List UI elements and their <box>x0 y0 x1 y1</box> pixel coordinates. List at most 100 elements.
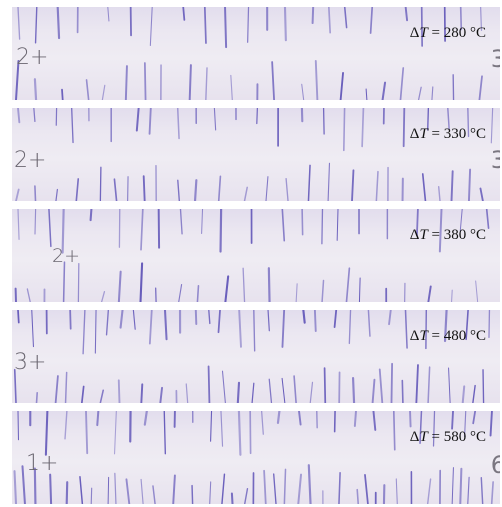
crack-line <box>220 411 224 447</box>
crack-line <box>459 209 463 232</box>
crack-line <box>71 108 74 144</box>
crack-line <box>101 84 106 100</box>
crack-line <box>117 270 122 302</box>
crack-line <box>85 411 89 455</box>
crack-line <box>242 267 246 302</box>
crack-line <box>247 7 250 43</box>
crack-line <box>124 65 128 100</box>
crack-line <box>219 209 223 253</box>
crack-line <box>392 411 396 451</box>
crack-line <box>490 108 494 144</box>
crack-line <box>356 488 360 504</box>
crack-line <box>417 86 422 100</box>
specimen-panel: 2+ ΔT = 380 °C <box>12 209 500 302</box>
crack-line <box>321 209 324 245</box>
crack-line <box>285 177 289 201</box>
crack-line <box>432 411 436 447</box>
temperature-variable: T <box>419 25 428 41</box>
crack-line <box>367 310 371 337</box>
crack-line <box>447 108 450 130</box>
crack-line <box>267 310 270 332</box>
crack-line <box>333 310 338 328</box>
crack-line <box>140 478 144 504</box>
crack-line <box>404 310 408 349</box>
crack-line <box>178 283 183 302</box>
crack-line <box>253 310 256 352</box>
crack-line <box>203 7 207 44</box>
crack-line <box>163 310 168 341</box>
crack-line <box>75 178 80 201</box>
crack-line <box>148 310 153 345</box>
crack-line <box>343 7 348 29</box>
crack-line <box>82 310 86 355</box>
crack-line <box>339 71 344 100</box>
crack-line <box>114 472 117 504</box>
crack-line <box>378 368 384 403</box>
crack-line <box>49 473 53 504</box>
crack-line <box>56 7 61 40</box>
crack-line <box>297 473 303 504</box>
crack-line <box>135 108 140 132</box>
crack-line <box>438 209 443 253</box>
delta-symbol: Δ <box>409 429 420 445</box>
crack-line <box>293 375 297 403</box>
crack-line <box>196 285 200 302</box>
crack-line <box>472 384 476 403</box>
temperature-variable: T <box>419 227 428 243</box>
crack-line <box>132 310 136 330</box>
crack-line <box>114 411 117 455</box>
crack-line <box>307 464 312 504</box>
handwritten-mark: 1+ <box>26 451 59 476</box>
crack-line <box>431 86 434 100</box>
crack-line <box>69 310 72 330</box>
delta-symbol: Δ <box>409 25 420 41</box>
temperature-label: ΔT = 480 °C <box>410 328 486 345</box>
crack-pattern <box>15 108 494 201</box>
crack-line <box>281 209 286 242</box>
crack-line <box>260 411 264 435</box>
crack-line <box>381 81 387 100</box>
delta-symbol: Δ <box>409 227 420 243</box>
crack-pattern <box>13 411 494 504</box>
crack-line <box>105 310 110 336</box>
crack-line <box>230 492 234 504</box>
crack-line <box>281 310 286 348</box>
crack-line <box>419 411 423 444</box>
crack-line <box>314 59 319 100</box>
crack-line <box>302 310 306 324</box>
specimen-panel: 1+ 6 ΔT = 580 °C <box>12 411 500 504</box>
crack-line <box>358 277 361 302</box>
crack-line <box>283 468 287 504</box>
crack-line <box>459 467 463 504</box>
crack-line <box>94 310 97 354</box>
crack-line <box>177 179 181 201</box>
crack-line <box>13 470 18 504</box>
crack-line <box>427 285 432 302</box>
crack-line <box>152 485 156 504</box>
crack-line <box>142 175 146 201</box>
crack-line <box>485 209 490 229</box>
edge-mark: 6 <box>490 451 500 479</box>
crack-line <box>125 478 131 504</box>
crack-line <box>148 108 152 135</box>
crack-pattern <box>14 7 483 100</box>
crack-line <box>35 392 39 403</box>
temperature-label: ΔT = 280 °C <box>410 25 486 42</box>
crack-line <box>188 64 192 100</box>
crack-line <box>163 411 166 455</box>
crack-line <box>17 108 21 124</box>
crack-line <box>143 62 147 100</box>
crack-line <box>353 411 357 427</box>
temperature-variable: T <box>419 328 428 344</box>
crack-line <box>426 478 432 504</box>
crack-line <box>322 108 325 135</box>
temperature-value: = 330 °C <box>431 126 486 142</box>
crack-line <box>149 7 153 47</box>
crack-line <box>390 362 394 403</box>
crack-line <box>208 310 211 325</box>
crack-line <box>307 164 311 201</box>
crack-line <box>107 476 110 504</box>
crack-line <box>117 379 121 403</box>
crack-line <box>64 411 68 440</box>
crack-line <box>478 75 483 100</box>
